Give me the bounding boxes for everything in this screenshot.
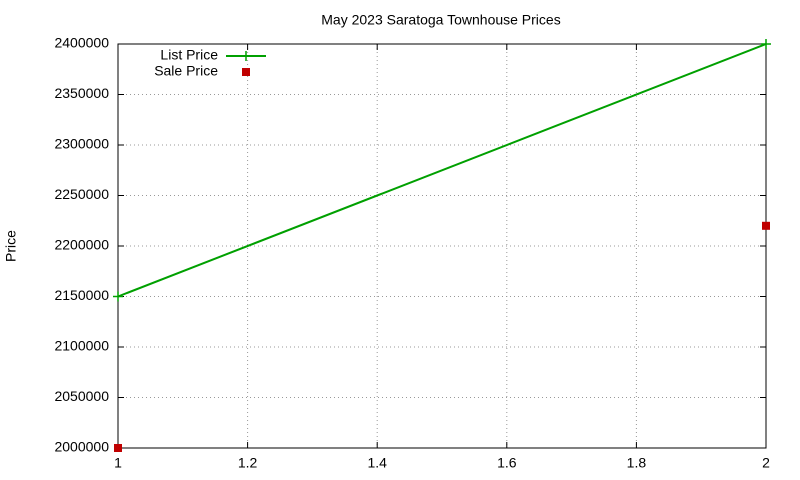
x-tick-label: 1.8 bbox=[627, 455, 647, 471]
point-marker bbox=[762, 221, 770, 230]
y-tick-label: 2350000 bbox=[54, 85, 109, 101]
legend-swatch bbox=[242, 68, 250, 76]
x-tick-label: 1.6 bbox=[497, 455, 517, 471]
y-tick-label: 2150000 bbox=[54, 287, 109, 303]
legend-label: List Price bbox=[160, 47, 218, 63]
y-axis-label: Price bbox=[3, 230, 19, 262]
point-marker bbox=[761, 39, 771, 49]
y-tick-label: 2200000 bbox=[54, 237, 109, 253]
plot-frame bbox=[117, 43, 767, 449]
x-tick-label: 1.4 bbox=[367, 455, 387, 471]
x-tick-label: 1.2 bbox=[238, 455, 258, 471]
line bbox=[117, 43, 767, 298]
y-tick-label: 2300000 bbox=[54, 136, 109, 152]
y-tick-label: 2050000 bbox=[54, 388, 109, 404]
legend-swatch bbox=[241, 51, 251, 61]
y-tick-label: 2000000 bbox=[54, 439, 109, 455]
x-tick-label: 2 bbox=[762, 455, 770, 471]
point-marker bbox=[113, 291, 123, 302]
chart-title: May 2023 Saratoga Townhouse Prices bbox=[321, 12, 560, 28]
legend-label: Sale Price bbox=[154, 63, 218, 79]
y-tick-label: 2250000 bbox=[54, 186, 109, 202]
x-tick-label: 1 bbox=[114, 455, 122, 471]
point-marker bbox=[114, 444, 122, 452]
y-tick-label: 2100000 bbox=[54, 338, 109, 354]
y-tick-label: 2400000 bbox=[54, 35, 109, 51]
